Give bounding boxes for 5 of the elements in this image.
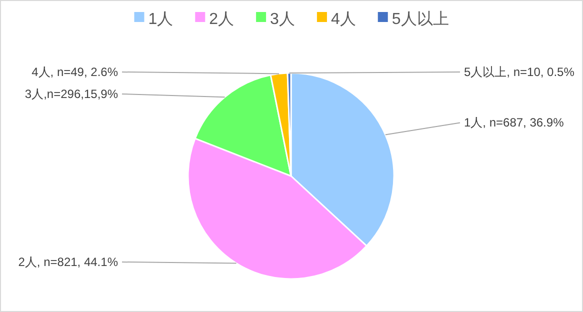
- legend-label: 3人: [270, 11, 295, 28]
- legend-label: 2人: [209, 11, 234, 28]
- legend-label: 1人: [148, 11, 174, 28]
- legend-label: 4人: [330, 11, 356, 28]
- legend-label: 5人以上: [392, 10, 449, 28]
